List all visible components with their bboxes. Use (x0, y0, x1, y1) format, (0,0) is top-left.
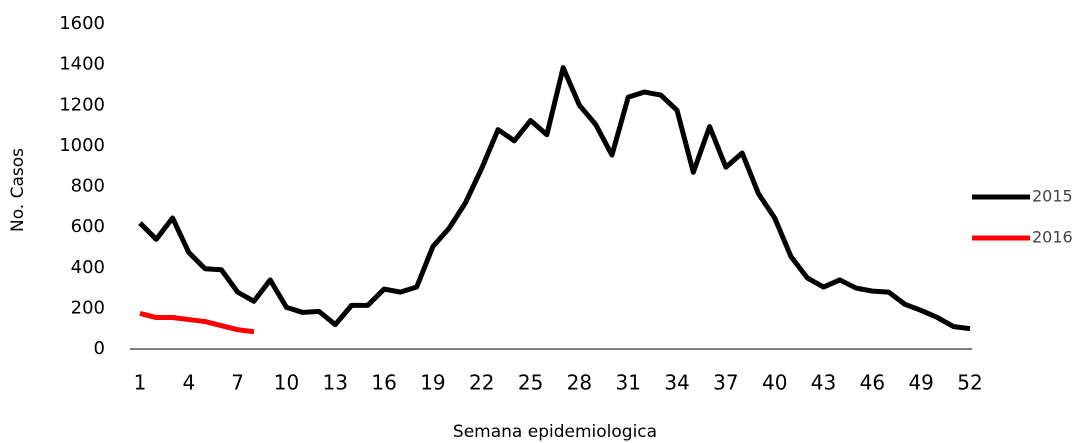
x-tick-label: 46 (860, 371, 885, 395)
x-tick-label: 31 (616, 371, 641, 395)
x-tick-label: 7 (231, 371, 244, 395)
x-tick-label: 10 (274, 371, 299, 395)
x-tick-label: 52 (957, 371, 982, 395)
x-tick-label: 1 (134, 371, 147, 395)
y-tick-label: 600 (71, 216, 105, 237)
x-tick-label: 25 (518, 371, 543, 395)
x-tick-label: 16 (371, 371, 396, 395)
y-tick-label: 400 (71, 257, 105, 278)
x-tick-label: 19 (420, 371, 445, 395)
y-axis-title: No. Casos (8, 148, 28, 232)
y-tick-label: 0 (94, 338, 105, 359)
y-tick-label: 200 (71, 297, 105, 318)
x-tick-label: 37 (713, 371, 738, 395)
x-tick-label: 40 (762, 371, 787, 395)
x-tick-label: 4 (182, 371, 195, 395)
legend-label: 2015 (1032, 187, 1073, 206)
legend-label: 2016 (1032, 228, 1073, 247)
y-tick-label: 1600 (59, 13, 105, 34)
y-tick-label: 1200 (59, 94, 105, 115)
x-tick-label: 22 (469, 371, 494, 395)
x-tick-label: 49 (908, 371, 933, 395)
x-tick-label: 43 (811, 371, 836, 395)
series-line (139, 311, 255, 335)
x-tick-label: 28 (567, 371, 592, 395)
x-tick-label: 34 (664, 371, 689, 395)
x-tick-label: 13 (323, 371, 348, 395)
x-axis-title: Semana epidemiologica (453, 422, 657, 442)
y-tick-label: 1400 (59, 54, 105, 75)
y-tick-label: 1000 (59, 135, 105, 156)
y-tick-label: 800 (71, 176, 105, 197)
series-line (138, 65, 971, 332)
